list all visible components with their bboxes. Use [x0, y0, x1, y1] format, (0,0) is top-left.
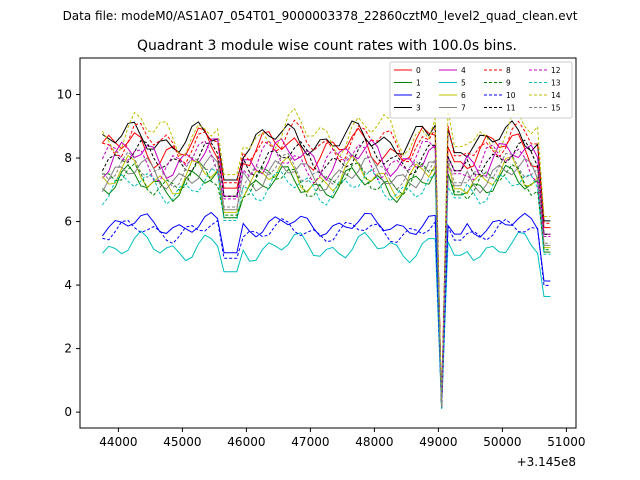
y-axis-ticks: 0 2 4 6 8 10	[57, 88, 80, 419]
legend-label: 11	[506, 104, 516, 113]
x-tick-label: 44000	[99, 435, 137, 449]
legend-label: 4	[461, 66, 466, 75]
chart-title: Quadrant 3 module wise count rates with …	[137, 38, 517, 54]
series-line-8	[102, 119, 551, 407]
x-tick-label: 45000	[163, 435, 201, 449]
series-line-4	[102, 138, 551, 408]
series-line-1	[102, 164, 551, 408]
legend-label: 15	[551, 104, 561, 113]
series-line-10	[102, 217, 551, 409]
legend-label: 10	[506, 91, 516, 100]
legend-label: 8	[506, 66, 511, 75]
chart-suptitle: Data file: modeM0/AS1A07_054T01_90000033…	[63, 9, 578, 23]
x-offset-label: +3.145e8	[517, 455, 576, 469]
series-line-7	[101, 154, 551, 408]
plot-lines	[101, 107, 551, 409]
series-line-5	[102, 230, 551, 409]
x-axis-ticks: 44000 45000 46000 47000 48000 49000 50000 51000	[99, 428, 585, 449]
y-tick-label: 2	[64, 342, 72, 356]
legend-label: 1	[416, 79, 421, 88]
series-line-15	[102, 151, 551, 408]
y-tick-label: 10	[57, 88, 72, 102]
legend-label: 6	[461, 91, 466, 100]
series-line-3	[102, 120, 551, 407]
series-line-6	[102, 154, 551, 408]
legend-label: 12	[551, 66, 561, 75]
legend-label: 3	[416, 104, 421, 113]
series-line-0	[102, 126, 551, 407]
x-tick-label: 46000	[227, 435, 265, 449]
series-line-13	[102, 168, 551, 408]
x-tick-label: 49000	[419, 435, 457, 449]
series-line-12	[101, 139, 551, 408]
y-tick-label: 6	[64, 215, 72, 229]
series-line-9	[102, 160, 551, 408]
x-tick-label: 50000	[483, 435, 521, 449]
legend-label: 5	[461, 79, 466, 88]
series-line-14	[101, 107, 551, 407]
y-tick-label: 8	[64, 151, 72, 165]
x-tick-label: 48000	[355, 435, 393, 449]
legend-label: 0	[416, 66, 421, 75]
plot-frame	[79, 57, 577, 429]
legend-label: 9	[506, 79, 511, 88]
legend-label: 7	[461, 104, 466, 113]
y-tick-label: 4	[64, 278, 72, 292]
legend-box	[389, 61, 573, 119]
y-tick-label: 0	[64, 405, 72, 419]
legend-label: 2	[416, 91, 421, 100]
legend-label: 13	[551, 79, 561, 88]
series-line-2	[101, 211, 551, 409]
x-tick-label: 47000	[291, 435, 329, 449]
x-tick-label: 51000	[547, 435, 585, 449]
legend-label: 14	[551, 91, 561, 100]
